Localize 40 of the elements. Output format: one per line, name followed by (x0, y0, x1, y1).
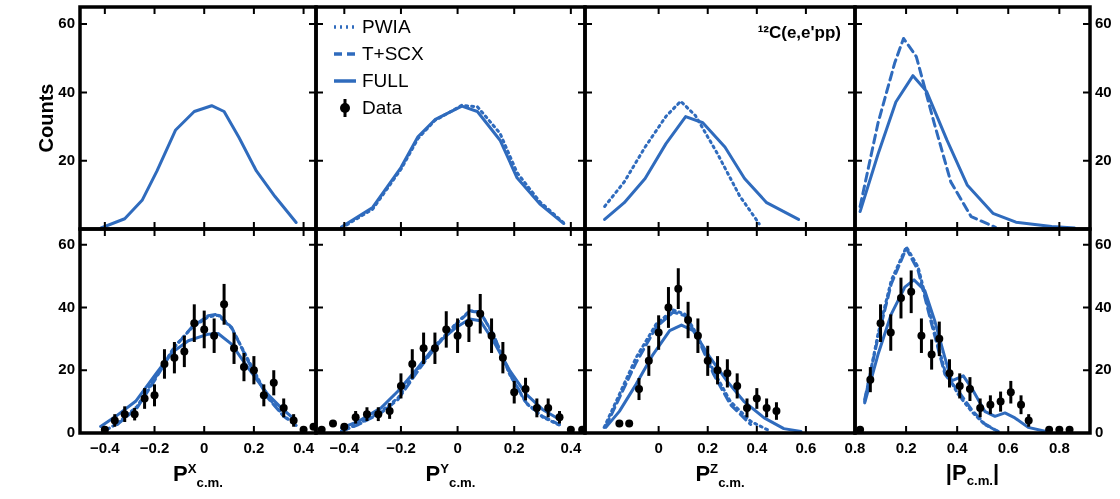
x-tick-label: 0.4 (946, 438, 969, 456)
x-tick-label: 0.4 (293, 438, 315, 456)
y-tick-label: 60 (1095, 14, 1112, 32)
y-tick-label: 60 (1095, 234, 1112, 252)
x-tick-label: 0.2 (243, 438, 265, 456)
y-tick-label: 60 (58, 234, 75, 252)
x-tick-label: −0.2 (386, 438, 416, 456)
legend-label: Data (362, 97, 403, 119)
x-tick-label: −0.4 (329, 438, 360, 456)
y-tick-label: 0 (1095, 423, 1104, 441)
y-axis-title: Counts (34, 83, 57, 153)
x-tick-label: 0.6 (795, 438, 817, 456)
y-tick-label: 20 (58, 360, 75, 378)
y-tick-label: 20 (58, 150, 75, 168)
x-tick-label: 0 (453, 438, 462, 456)
y-tick-label: 20 (1095, 150, 1112, 168)
x-tick-label: 0.8 (844, 438, 866, 456)
y-tick-label: 40 (1095, 82, 1112, 100)
x-tick-label: 0.2 (697, 438, 719, 456)
y-tick-label: 60 (58, 14, 75, 32)
x-tick-label: 0.2 (503, 438, 525, 456)
legend-label: FULL (362, 70, 409, 92)
x-axis-title: |P$_{c.m.}$| (944, 460, 1001, 489)
x-tick-label: 0.6 (997, 438, 1019, 456)
x-tick-label: −0.2 (139, 438, 170, 456)
x-tick-label: 0 (200, 438, 209, 456)
legend-label: T+SCX (362, 43, 425, 65)
x-tick-label: 0.4 (746, 438, 768, 456)
x-tick-label: 0 (654, 438, 663, 456)
x-tick-label: 0.8 (1048, 438, 1070, 456)
x-tick-label: 0.4 (560, 438, 582, 456)
y-tick-label: 40 (58, 82, 75, 100)
y-tick-label: 40 (58, 297, 75, 315)
x-tick-label: −0.4 (90, 438, 121, 456)
y-tick-label: 40 (1095, 297, 1112, 315)
annotation: ¹²C(e,e'pp) (757, 23, 841, 43)
legend-label: PWIA (362, 16, 411, 38)
x-tick-label: 0.2 (895, 438, 917, 456)
y-tick-label: 20 (1095, 360, 1112, 378)
y-tick-label: 0 (66, 423, 75, 441)
